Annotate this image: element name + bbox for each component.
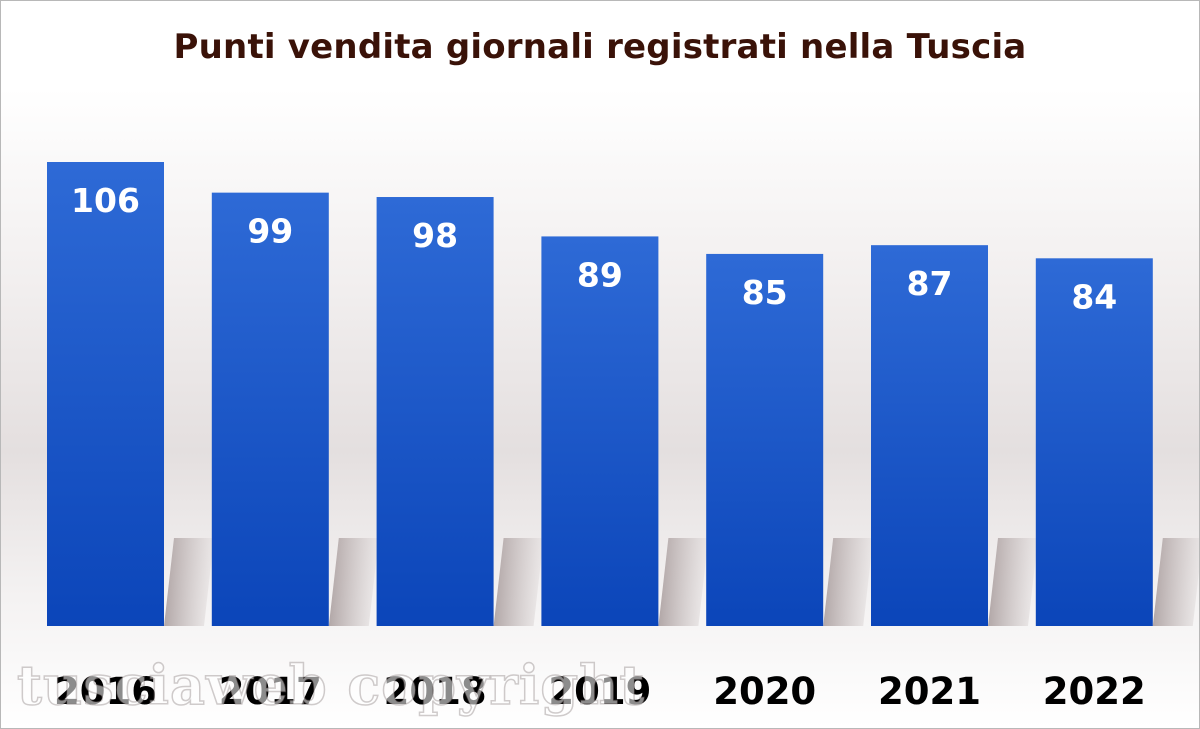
tick-label-2019: 2019 bbox=[548, 670, 651, 713]
tick-label-2017: 2017 bbox=[219, 670, 322, 713]
bar-shadow bbox=[164, 538, 214, 626]
watermark-text: tusciaweb copyright bbox=[16, 652, 646, 718]
value-label-2017: 99 bbox=[247, 212, 293, 251]
bar-shadow bbox=[1152, 538, 1199, 626]
value-label-2021: 87 bbox=[907, 264, 953, 303]
bar-shadow bbox=[493, 538, 544, 626]
tick-label-2020: 2020 bbox=[713, 670, 816, 713]
tick-label-2018: 2018 bbox=[384, 670, 487, 713]
bar-2017 bbox=[211, 192, 329, 626]
bar-2020 bbox=[706, 253, 824, 626]
tick-label-2022: 2022 bbox=[1043, 670, 1146, 713]
value-label-2018: 98 bbox=[412, 216, 458, 255]
chart-title: Punti vendita giornali registrati nella … bbox=[173, 27, 1027, 67]
tick-label-2016: 2016 bbox=[54, 670, 157, 713]
bar-2019 bbox=[541, 236, 659, 626]
bar-shadow bbox=[328, 538, 379, 626]
bar-shadow bbox=[988, 538, 1038, 626]
value-label-2019: 89 bbox=[577, 255, 623, 294]
value-label-2022: 84 bbox=[1071, 277, 1117, 316]
bar-2018 bbox=[376, 197, 494, 627]
bar-shadow bbox=[823, 538, 874, 626]
bar-2022 bbox=[1035, 258, 1153, 626]
bar-2016 bbox=[47, 162, 164, 626]
tick-label-2021: 2021 bbox=[878, 670, 981, 713]
bar-shadow bbox=[658, 538, 709, 626]
value-label-2020: 85 bbox=[742, 273, 788, 312]
value-label-2016: 106 bbox=[71, 181, 140, 220]
bar-2021 bbox=[871, 245, 988, 627]
